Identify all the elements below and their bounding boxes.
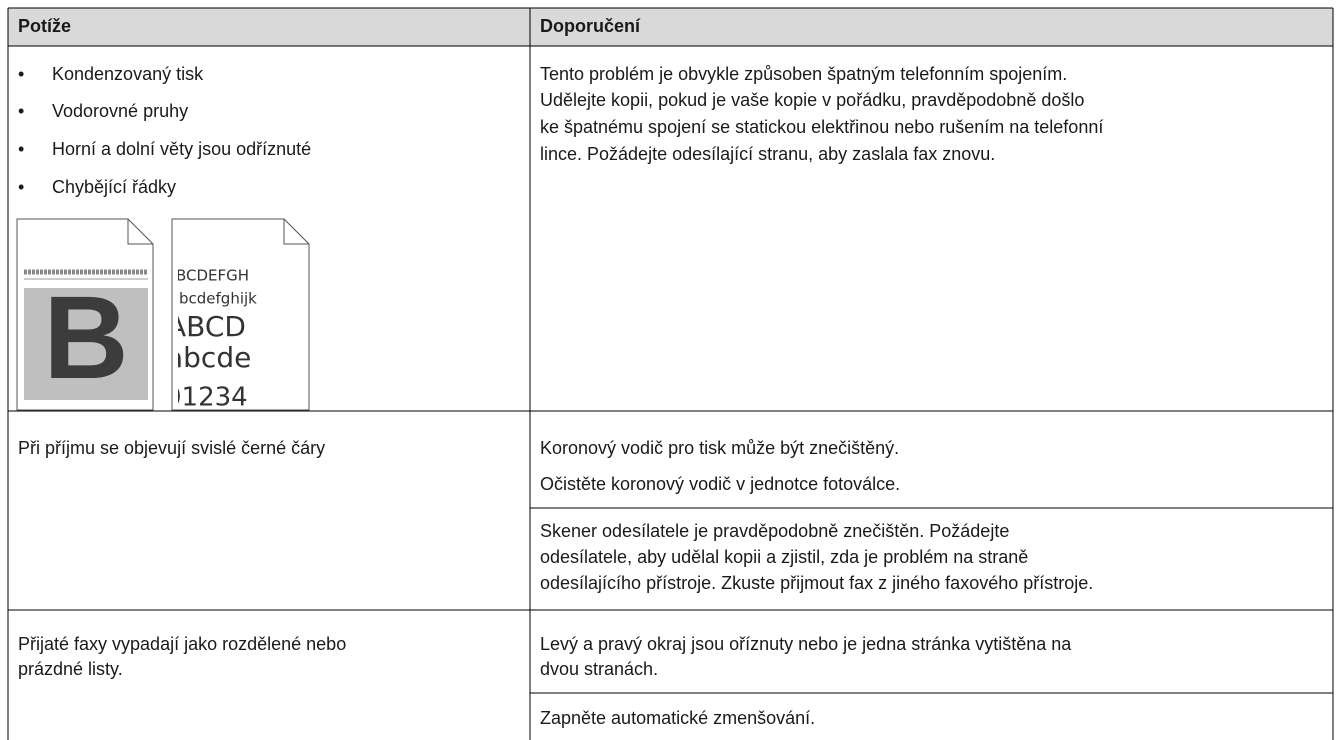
cell-line: prázdné listy. <box>18 659 123 679</box>
header-cell: Doporučení <box>540 16 641 36</box>
svg-text:•: • <box>18 177 24 197</box>
illustration-text: ABCD <box>167 310 246 343</box>
cell-line: Při příjmu se objevují svislé černé čáry <box>18 438 325 458</box>
header-cell: Potíže <box>18 16 71 36</box>
svg-text:•: • <box>18 64 24 84</box>
cell-line: Tento problém je obvykle způsoben špatný… <box>540 64 1067 84</box>
cell-line: Levý a pravý okraj jsou oříznuty nebo je… <box>540 634 1072 654</box>
cell-line: Udělejte kopii, pokud je vaše kopie v po… <box>540 90 1084 110</box>
cell-line: dvou stranách. <box>540 659 658 679</box>
illustration-letter: B <box>43 272 128 404</box>
cell-line: Přijaté faxy vypadají jako rozdělené neb… <box>18 634 346 654</box>
svg-text:•: • <box>18 101 24 121</box>
cell-line: odesílatele, aby udělal kopii a zjistil,… <box>540 547 1028 567</box>
cell-line: lince. Požádejte odesílající stranu, aby… <box>540 144 995 164</box>
cell-line: Očistěte koronový vodič v jednotce fotov… <box>540 474 900 494</box>
problem-item: Chybějící řádky <box>52 177 176 197</box>
svg-text:•: • <box>18 139 24 159</box>
illustration-text: abcde <box>166 341 251 374</box>
cell-line: Skener odesílatele je pravděpodobně zneč… <box>540 521 1009 541</box>
problem-item: Kondenzovaný tisk <box>52 64 204 84</box>
cell-line: ke špatnému spojení se statickou elektři… <box>540 117 1103 137</box>
cell-line: odesílajícího přístroje. Zkuste přijmout… <box>540 573 1093 593</box>
illustration-text: bcdefghijk <box>179 290 257 308</box>
cell-line: Zapněte automatické zmenšování. <box>540 708 815 728</box>
problem-item: Horní a dolní věty jsou odříznuté <box>52 139 311 159</box>
problem-item: Vodorovné pruhy <box>52 101 188 121</box>
illustration-text: BCDEFGH <box>176 267 249 285</box>
bullets: • • • • <box>18 64 24 197</box>
borders <box>7 7 1334 740</box>
cell-line: Koronový vodič pro tisk může být znečišt… <box>540 438 899 458</box>
illustration-page: B <box>16 218 154 411</box>
header-bg <box>8 8 1333 46</box>
illustration-page: BCDEFGH bcdefghijk ABCD abcde 01234 <box>165 218 310 413</box>
illustration-text: 01234 <box>165 383 248 413</box>
